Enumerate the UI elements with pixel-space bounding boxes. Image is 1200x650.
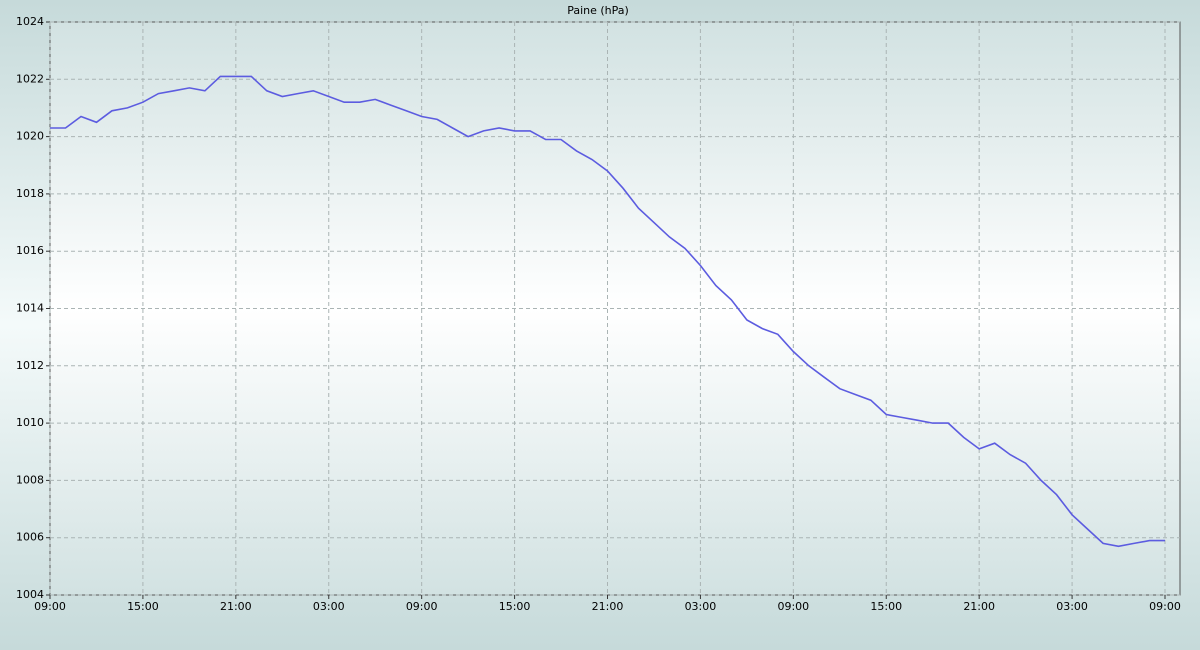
x-tick-label: 15:00 [127, 600, 159, 613]
y-tick-label: 1022 [16, 72, 44, 85]
x-tick-label: 09:00 [1149, 600, 1181, 613]
x-tick-label: 09:00 [777, 600, 809, 613]
y-tick-label: 1016 [16, 244, 44, 257]
x-tick-label: 21:00 [220, 600, 252, 613]
x-tick-label: 09:00 [406, 600, 438, 613]
y-tick-label: 1008 [16, 473, 44, 486]
x-tick-label: 15:00 [499, 600, 531, 613]
chart-title: Paine (hPa) [567, 4, 629, 17]
y-tick-label: 1018 [16, 187, 44, 200]
y-tick-label: 1014 [16, 302, 44, 315]
x-tick-label: 21:00 [963, 600, 995, 613]
y-tick-label: 1006 [16, 531, 44, 544]
y-tick-label: 1012 [16, 359, 44, 372]
x-tick-label: 03:00 [685, 600, 717, 613]
y-tick-label: 1010 [16, 416, 44, 429]
y-tick-label: 1004 [16, 588, 44, 601]
x-tick-label: 15:00 [870, 600, 902, 613]
x-tick-label: 09:00 [34, 600, 66, 613]
y-tick-label: 1020 [16, 130, 44, 143]
y-tick-label: 1024 [16, 15, 44, 28]
x-tick-label: 03:00 [313, 600, 345, 613]
data-line [50, 75, 1165, 548]
x-tick-label: 03:00 [1056, 600, 1088, 613]
x-tick-label: 21:00 [592, 600, 624, 613]
